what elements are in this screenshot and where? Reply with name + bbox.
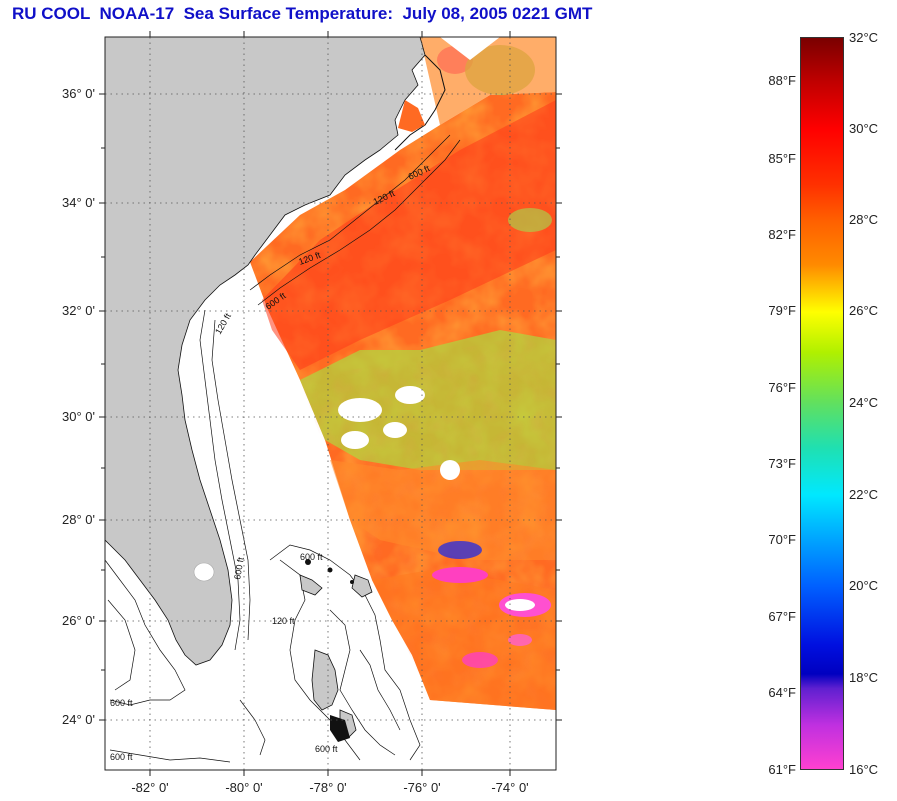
colorbar-f-label: 70°F xyxy=(768,532,796,547)
map-frame xyxy=(104,36,557,771)
colorbar-f-label: 79°F xyxy=(768,303,796,318)
lat-label: 32° 0' xyxy=(62,303,95,318)
colorbar-f-label: 85°F xyxy=(768,151,796,166)
colorbar-f-label: 64°F xyxy=(768,685,796,700)
colorbar-f-label: 73°F xyxy=(768,456,796,471)
colorbar-f-label: 76°F xyxy=(768,380,796,395)
lat-label: 36° 0' xyxy=(62,86,95,101)
colorbar-f-label: 61°F xyxy=(768,762,796,777)
lon-label: -80° 0' xyxy=(225,780,263,795)
colorbar-c-label: 30°C xyxy=(849,121,879,136)
bathy-label: 600 ft xyxy=(110,698,133,708)
outer-banks-outline xyxy=(394,54,446,151)
colorbar-c-label: 18°C xyxy=(849,670,879,685)
lake-okeechobee xyxy=(193,562,215,582)
colorbar-f-label: 67°F xyxy=(768,609,796,624)
colorbar-c-label: 32°C xyxy=(849,30,879,45)
lat-label: 26° 0' xyxy=(62,613,95,628)
lat-label: 30° 0' xyxy=(62,409,95,424)
lon-label: -74° 0' xyxy=(491,780,529,795)
colorbar-c-label: 24°C xyxy=(849,395,879,410)
colorbar-c-label: 16°C xyxy=(849,762,879,777)
lon-label: -76° 0' xyxy=(403,780,441,795)
colorbar-c-label: 26°C xyxy=(849,303,879,318)
temperature-colorbar xyxy=(800,37,844,770)
bathy-label: 120 ft xyxy=(272,616,295,626)
sst-north-wedge xyxy=(420,37,556,125)
lon-label: -78° 0' xyxy=(309,780,347,795)
us-mainland xyxy=(105,37,426,666)
colorbar-c-label: 20°C xyxy=(849,578,879,593)
bathy-label: 600 ft xyxy=(110,752,133,762)
bahamas-shoals xyxy=(305,559,354,742)
lat-label: 24° 0' xyxy=(62,712,95,727)
bathy-label: 600 ft xyxy=(300,552,323,562)
map-title: RU COOL NOAA-17 Sea Surface Temperature:… xyxy=(12,4,593,23)
colorbar-f-label: 88°F xyxy=(768,73,796,88)
lat-label: 28° 0' xyxy=(62,512,95,527)
cloud-patch xyxy=(440,37,500,60)
colorbar-f-label: 82°F xyxy=(768,227,796,242)
axis-ticks xyxy=(99,31,562,776)
bahamas-islands xyxy=(299,574,373,739)
bathymetry-contours xyxy=(105,134,461,763)
colorbar-c-label: 28°C xyxy=(849,212,879,227)
bathy-label: 600 ft xyxy=(232,556,246,580)
graticule xyxy=(105,37,556,770)
lon-label: -82° 0' xyxy=(131,780,169,795)
sst-swath xyxy=(250,45,556,710)
pamlico-sound xyxy=(398,100,425,132)
lat-label: 34° 0' xyxy=(62,195,95,210)
colorbar-c-label: 22°C xyxy=(849,487,879,502)
bathy-label: 600 ft xyxy=(315,744,338,754)
